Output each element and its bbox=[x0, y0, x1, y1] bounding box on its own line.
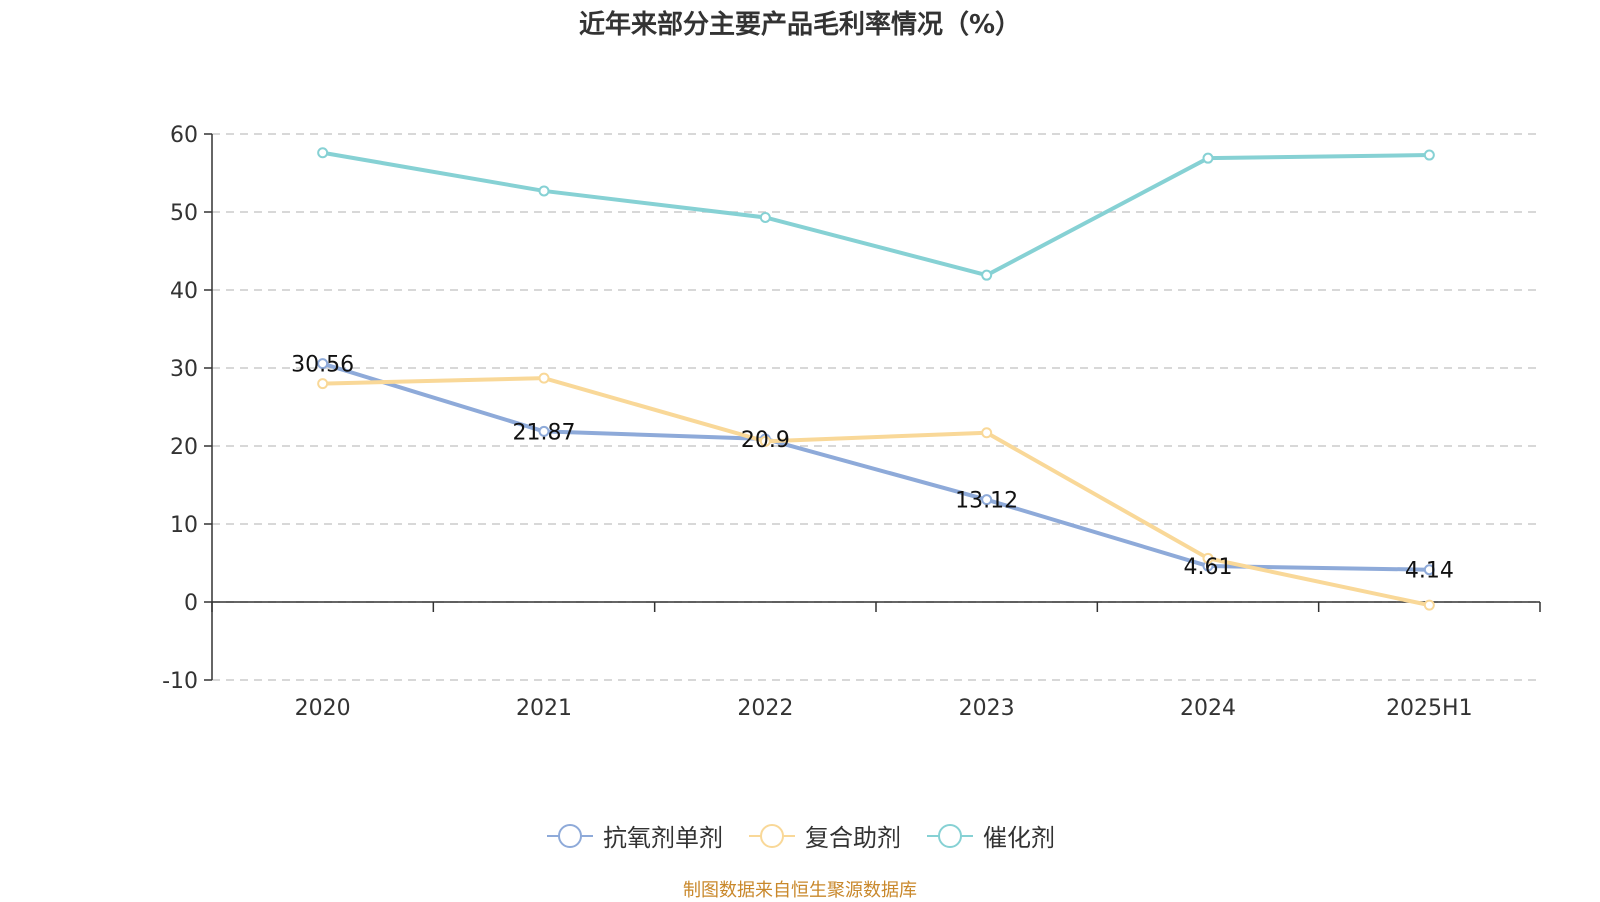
data-point bbox=[1423, 149, 1435, 161]
x-tick-label: 2024 bbox=[1180, 696, 1236, 721]
data-point bbox=[759, 435, 771, 447]
x-tick-label: 2021 bbox=[516, 696, 572, 721]
data-point bbox=[538, 372, 550, 384]
x-tick-label: 2020 bbox=[295, 696, 351, 721]
y-tick-label: -10 bbox=[162, 669, 198, 694]
data-point bbox=[981, 269, 993, 281]
data-point bbox=[538, 425, 550, 437]
data-label: 4.61 bbox=[1184, 555, 1233, 580]
legend-item[interactable]: 抗氧剂单剂 bbox=[545, 818, 723, 853]
data-point bbox=[759, 211, 771, 223]
legend-marker-icon bbox=[749, 823, 795, 848]
legend-label: 抗氧剂单剂 bbox=[603, 824, 723, 852]
legend-circle bbox=[938, 823, 962, 848]
y-tick-label: 60 bbox=[170, 123, 198, 148]
data-label: 20.9 bbox=[741, 428, 790, 453]
data-point bbox=[981, 427, 993, 439]
legend-item[interactable]: 复合助剂 bbox=[747, 818, 901, 853]
data-point bbox=[1423, 564, 1435, 576]
legend-label: 催化剂 bbox=[983, 824, 1055, 852]
source-note: 制图数据来自恒生聚源数据库 bbox=[683, 880, 917, 901]
data-point bbox=[1423, 599, 1435, 611]
y-tick-label: 20 bbox=[170, 435, 198, 460]
data-label: 30.56 bbox=[291, 353, 354, 378]
x-axis: 2020 2021 2022 2023 2024 2025H1 bbox=[211, 601, 1541, 721]
y-tick-label: 0 bbox=[184, 591, 198, 616]
series-line bbox=[322, 376, 1430, 608]
legend-circle bbox=[760, 823, 784, 848]
x-tick-label: 2023 bbox=[959, 696, 1015, 721]
series-lines bbox=[317, 147, 1435, 611]
legend-circle bbox=[558, 823, 582, 848]
y-tick-label: 10 bbox=[170, 513, 198, 538]
data-point bbox=[1202, 152, 1214, 164]
data-labels: 30.56 21.87 20.9 13.12 4.61 4.14 bbox=[291, 353, 1454, 584]
y-tick-label: 30 bbox=[170, 357, 198, 382]
legend-marker-icon bbox=[547, 823, 593, 848]
data-point bbox=[538, 185, 550, 197]
data-point bbox=[1202, 552, 1214, 564]
y-tick-label: 40 bbox=[170, 279, 198, 304]
data-label: 13.12 bbox=[955, 489, 1018, 514]
data-label: 21.87 bbox=[513, 420, 576, 445]
data-point bbox=[317, 147, 329, 159]
data-point bbox=[317, 358, 329, 370]
data-point bbox=[981, 494, 993, 506]
legend: 抗氧剂单剂 复合助剂 催化剂 bbox=[0, 818, 1600, 853]
series-line bbox=[322, 150, 1430, 278]
legend-marker-icon bbox=[927, 823, 973, 848]
data-label: 4.14 bbox=[1405, 559, 1454, 584]
data-point bbox=[317, 378, 329, 390]
legend-item[interactable]: 催化剂 bbox=[925, 818, 1055, 853]
legend-label: 复合助剂 bbox=[805, 824, 901, 852]
gridlines bbox=[212, 133, 1540, 681]
chart-title: 近年来部分主要产品毛利率情况（%） bbox=[578, 10, 1022, 40]
x-tick-label: 2022 bbox=[737, 696, 793, 721]
series-line bbox=[322, 361, 1430, 572]
x-tick-label: 2025H1 bbox=[1386, 696, 1473, 721]
y-axis: -10 0 10 20 30 40 50 60 bbox=[162, 123, 213, 694]
y-tick-label: 50 bbox=[170, 201, 198, 226]
